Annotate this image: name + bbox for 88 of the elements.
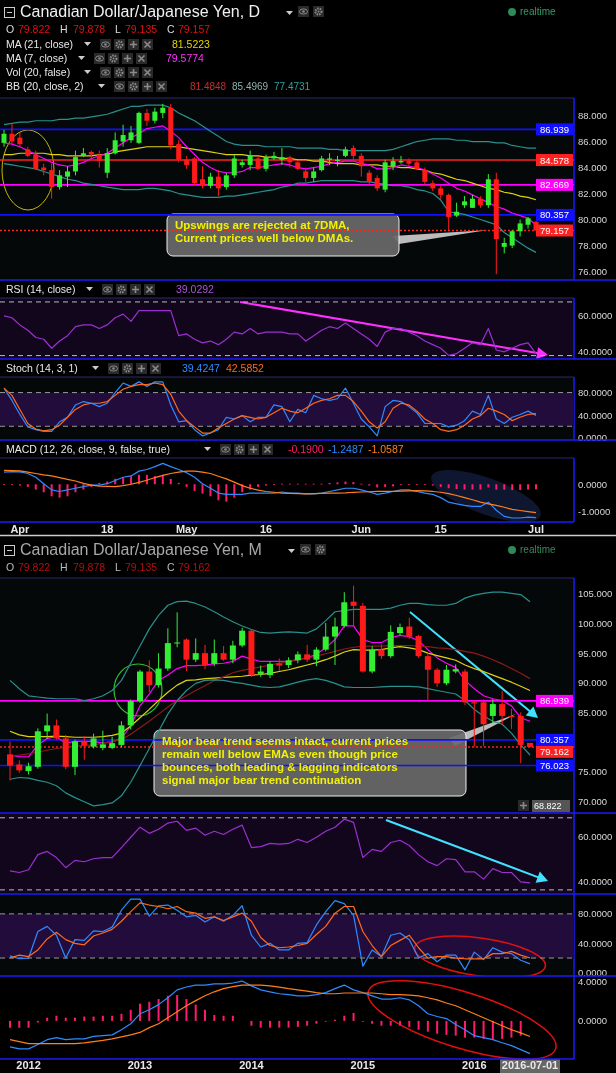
x-tick-label: 18 [101,523,114,535]
text: 79.822 [18,561,51,573]
x-tick-label: Jun [351,523,372,535]
y-tick-label: 82.000 [578,188,608,200]
text: 39.4247 [182,362,221,374]
y-tick-label: 78.000 [578,240,608,252]
text: 79.822 [18,23,51,35]
text: 79.157 [178,23,211,35]
text: realtime [520,544,556,555]
x-tick-label: 15 [434,523,447,535]
ref-line-label: 80.357 [539,734,570,746]
x-tick-label: Apr [10,523,31,535]
annotation: Upswings are rejected at 7DMA, Current prices well below DMAs. [175,219,354,244]
y-tick-label: 84.000 [578,162,608,174]
y-tick-label: 0.0000 [578,478,608,490]
text: BB (20, close, 2) [6,80,84,92]
text: MA (21, close) [6,38,74,50]
y-tick-label: -1.0000 [578,505,611,517]
text: Vol (20, false) [6,66,71,78]
x-tick-label: May [175,523,199,535]
x-tick-label: 2015 [350,1059,376,1071]
y-tick-label: 40.0000 [578,937,613,949]
ref-line-label: 86.939 [539,695,570,707]
text: RSI (14, close) [6,283,76,295]
text: MACD (12, 26, close, 9, false, true) [6,443,170,455]
chart-title: Canadian Dollar/Japanese Yen, D [20,3,261,20]
x-tick-label: 2014 [239,1059,265,1071]
text: 42.5852 [226,362,265,374]
chart-title: Canadian Dollar/Japanese Yen, M [20,541,262,558]
text: C [167,561,175,573]
text: MA (7, close) [6,52,68,64]
ref-line-label: 86.939 [539,123,570,135]
text: -1.0587 [368,443,404,455]
text: realtime [520,6,556,17]
y-tick-label: 80.0000 [578,387,613,399]
text: L [115,561,121,573]
y-tick-label: 86.000 [578,136,608,148]
text: Stoch (14, 3, 1) [6,362,78,374]
y-tick-label: 75.000 [578,766,608,778]
y-tick-label: 76.000 [578,266,608,278]
y-tick-label: 70.000 [578,795,608,807]
y-tick-label: 0.0000 [578,1015,608,1027]
y-tick-label: 88.000 [578,110,608,122]
y-tick-label: 80.000 [578,214,608,226]
ref-line-label: 79.157 [539,225,570,237]
x-tick-label: 2012 [16,1059,41,1071]
text: 85.4969 [232,81,269,92]
ref-line-label: 79.162 [539,746,570,758]
y-tick-label: 105.000 [578,588,613,600]
ref-line-label: 84.578 [539,154,570,166]
y-tick-label: 40.0000 [578,346,613,358]
y-tick-label: 90.000 [578,677,608,689]
x-tick-label: Jul [528,523,544,535]
x-tick-label: 2016 [462,1059,487,1071]
text: 79.135 [125,561,158,573]
text: O [6,23,15,35]
text: 79.878 [73,561,106,573]
text: H [60,561,68,573]
text: 39.0292 [176,283,215,295]
x-tick-label: 2013 [127,1059,153,1071]
text: 77.4731 [274,81,311,92]
text: -1.2487 [328,443,364,455]
text: 79.878 [73,23,106,35]
text: C [167,23,175,35]
text: -0.1900 [288,443,324,455]
text: O [6,561,15,573]
y-tick-label: 100.000 [578,618,613,630]
y-tick-label: 40.0000 [578,876,613,888]
y-tick-label: 85.000 [578,706,608,718]
ref-line-label: 76.023 [539,760,570,772]
text: 79.5774 [166,52,205,64]
text: 81.5223 [172,38,211,50]
text: 81.4848 [190,81,227,92]
ref-line-label: 82.669 [539,179,570,191]
text: H [60,23,68,35]
text: L [115,23,121,35]
y-tick-label: 80.0000 [578,908,613,920]
ref-line-label: 80.357 [539,209,570,221]
text: 79.135 [125,23,158,35]
x-tick-label: 2016-07-01 [501,1059,559,1071]
x-tick-label: 16 [259,523,273,535]
y-tick-label: 60.0000 [578,310,613,322]
y-tick-label: 60.0000 [578,830,613,842]
y-tick-label: 4.0000 [578,976,608,988]
annotation: 68.822 [534,801,562,811]
text: 79.162 [178,561,211,573]
y-tick-label: 95.000 [578,647,608,659]
y-tick-label: 40.0000 [578,409,613,421]
